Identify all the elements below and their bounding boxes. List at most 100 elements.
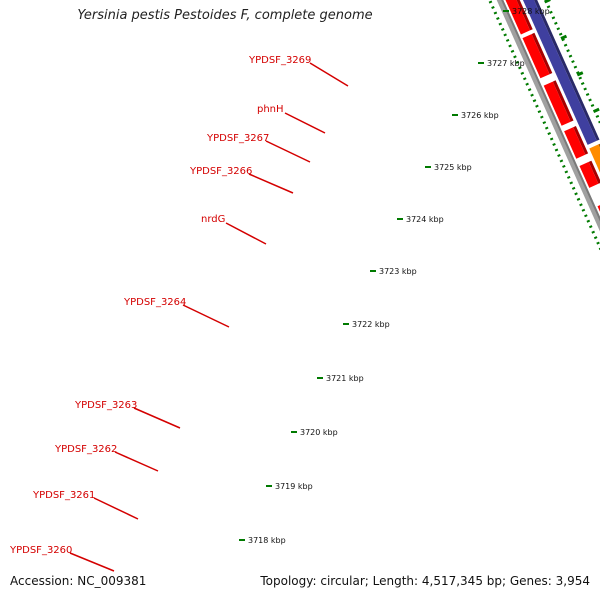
- scale-tick: [588, 225, 593, 229]
- reverse-gene-block-6-face: [597, 205, 600, 212]
- outer-tick: [588, 98, 592, 102]
- scale-label: 3725 kbp: [434, 163, 472, 172]
- scale-tick: [503, 33, 507, 37]
- reverse-gene-block-4-face: [564, 127, 586, 159]
- scale-tick: [544, 126, 549, 130]
- reverse-gene-block-4-edge: [573, 126, 589, 155]
- gene-leader-line: [284, 112, 326, 134]
- reverse-gene-block-5: [579, 160, 600, 188]
- topology-text: Topology: circular; Length: 4,517,345 bp…: [260, 574, 590, 588]
- scale-tick: [508, 44, 512, 48]
- backbone-shadow: [501, 0, 600, 222]
- outer-tick: [571, 60, 575, 64]
- scale-tick: [581, 208, 586, 212]
- label-layer: 3728 kbp 3727 kbp 3726 kbp 3725 kbp 3724 kbp…: [9, 7, 550, 572]
- outer-tick: [558, 32, 563, 36]
- scale-tick: [586, 219, 591, 223]
- scale-tick: [515, 60, 520, 64]
- gene-leader-line: [225, 222, 267, 245]
- scale-label: 3718 kbp: [248, 536, 286, 545]
- scale-tick: [527, 88, 532, 92]
- outer-tick: [585, 92, 590, 97]
- outer-tick: [576, 71, 580, 75]
- gene-label: YPDSF_3266: [189, 166, 252, 177]
- outer-tick: [568, 54, 573, 58]
- backbone-layer: [496, 0, 600, 232]
- gene-label: YPDSF_3263: [74, 400, 137, 411]
- reverse-gene-block-1: [505, 0, 533, 35]
- scale-tick: [542, 121, 547, 125]
- scale-tick: [505, 38, 510, 42]
- scale-tick: [593, 236, 598, 240]
- scale-tick: [488, 0, 493, 4]
- gene-leader-line: [114, 451, 159, 472]
- scale-tick: [491, 5, 495, 10]
- gene-leader-line: [309, 62, 349, 87]
- backbone-line: [496, 0, 600, 232]
- gene-label: YPDSF_3262: [54, 444, 117, 455]
- reverse-gene-block-3-face: [543, 81, 571, 126]
- scale-tick: [576, 197, 581, 201]
- scale-label: 3728 kbp: [512, 7, 550, 16]
- map-title: Yersinia pestis Pestoides F, complete ge…: [77, 8, 373, 23]
- scale-tick: [525, 82, 529, 86]
- gene-label: YPDSF_3261: [32, 490, 95, 501]
- gene-label: YPDSF_3264: [123, 297, 186, 308]
- gene-leader-line: [248, 173, 294, 194]
- scale-tick: [571, 186, 576, 190]
- outer-tick: [595, 114, 600, 118]
- scale-label: 3724 kbp: [406, 215, 444, 224]
- scale-tick: [510, 49, 515, 53]
- gene-label: YPDSF_3267: [206, 133, 269, 144]
- outer-tick: [578, 76, 583, 80]
- scale-tick: [562, 164, 566, 168]
- reverse-gene-block-2-edge: [531, 32, 553, 75]
- scale-tick: [574, 192, 578, 196]
- outer-major-tick: [576, 71, 584, 77]
- scale-tick: [557, 153, 561, 158]
- scale-label: 3720 kbp: [300, 428, 338, 437]
- scale-tick: [496, 16, 500, 21]
- outer-tick: [561, 38, 565, 42]
- scale-tick: [518, 66, 522, 70]
- reverse-gene-block-4: [564, 126, 589, 159]
- scale-tick: [596, 241, 600, 245]
- scale-tick: [493, 11, 498, 15]
- reverse-gene-block-3-edge: [552, 80, 574, 122]
- reverse-gene-block-3: [543, 80, 574, 126]
- scale-tick: [566, 175, 571, 179]
- scale-tick: [537, 110, 542, 114]
- scale-tick: [554, 148, 559, 152]
- gene-leader-line: [69, 552, 115, 572]
- gene-label: YPDSF_3269: [248, 55, 311, 66]
- scale-tick: [513, 55, 517, 59]
- scale-label: 3723 kbp: [379, 267, 417, 276]
- reverse-gene-block-6: [597, 205, 600, 212]
- gene-layer: [505, 0, 600, 212]
- scale-label: 3721 kbp: [326, 374, 364, 383]
- scale-label: 3726 kbp: [461, 111, 499, 120]
- outer-tick: [573, 65, 578, 69]
- forward-gene-block-1-edge: [533, 0, 600, 141]
- reverse-gene-block-2: [522, 32, 553, 79]
- gene-leader-line: [133, 407, 181, 429]
- gene-leader-line: [265, 140, 311, 163]
- reverse-gene-block-1-face: [505, 0, 530, 35]
- scale-tick: [591, 230, 595, 234]
- outer-tick: [583, 87, 587, 91]
- scale-tick: [547, 131, 552, 136]
- reverse-gene-block-5-face: [579, 161, 599, 188]
- scale-tick: [569, 181, 573, 185]
- gene-leader-line: [93, 497, 139, 520]
- scale-tick: [559, 159, 564, 163]
- outer-tick: [580, 81, 585, 86]
- forward-gene-block-1-face: [522, 0, 597, 145]
- scale-tick: [579, 203, 583, 207]
- outer-tick: [546, 5, 551, 9]
- outer-tick: [590, 103, 595, 108]
- scale-tick: [520, 71, 525, 75]
- outer-tick: [566, 49, 570, 53]
- gene-label: YPDSF_3260: [9, 545, 72, 556]
